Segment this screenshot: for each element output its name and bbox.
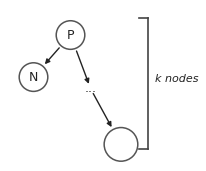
Text: k nodes: k nodes: [154, 74, 197, 84]
Text: P: P: [67, 29, 74, 42]
Text: N: N: [29, 71, 38, 84]
Circle shape: [104, 128, 137, 161]
Text: ...: ...: [84, 82, 96, 95]
Circle shape: [19, 63, 48, 91]
Circle shape: [56, 21, 84, 49]
